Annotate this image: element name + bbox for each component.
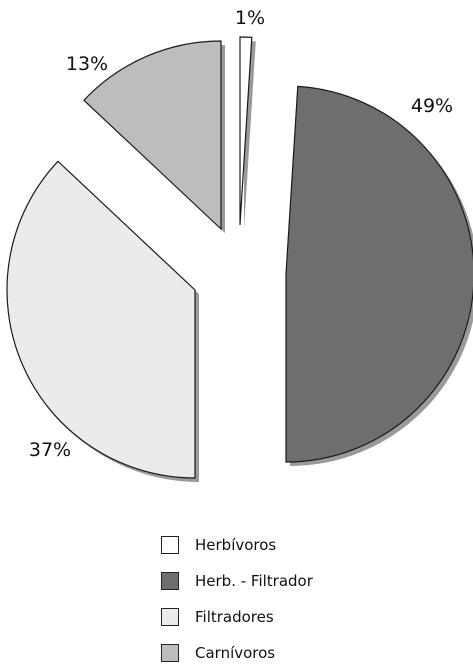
- pie-slices: [6, 36, 473, 479]
- slice-label-herb-filtrador: 49%: [411, 95, 453, 117]
- legend-label-carnivoros: Carnívoros: [195, 644, 276, 662]
- pie-chart: 1% 49% 37% 13%: [6, 7, 473, 482]
- legend-label-herb-filtrador: Herb. - Filtrador: [195, 572, 313, 590]
- slice-label-herb-voros: 1%: [235, 7, 265, 29]
- legend-label-filtradores: Filtradores: [195, 608, 274, 626]
- legend-item-filtradores: Filtradores: [161, 599, 313, 635]
- slice-labels: 1% 49% 37% 13%: [29, 7, 453, 461]
- slice-filtradores: [6, 160, 196, 479]
- legend-item-carnivoros: Carnívoros: [161, 635, 313, 671]
- slice-herb-filtrador: [285, 85, 473, 463]
- legend-item-herb-filtrador: Herb. - Filtrador: [161, 563, 313, 599]
- legend-swatch-herb-filtrador: [161, 572, 179, 590]
- slice-herb-voros: [239, 36, 253, 226]
- legend: Herbívoros Herb. - Filtrador Filtradores…: [161, 527, 313, 671]
- legend-label-herbivoros: Herbívoros: [195, 536, 277, 554]
- slice-label-carn-voros: 13%: [66, 53, 108, 75]
- slice-label-filtradores: 37%: [29, 439, 71, 461]
- legend-item-herbivoros: Herbívoros: [161, 527, 313, 563]
- slice-carn-voros: [83, 40, 222, 231]
- legend-swatch-herbivoros: [161, 536, 179, 554]
- legend-swatch-carnivoros: [161, 644, 179, 662]
- legend-swatch-filtradores: [161, 608, 179, 626]
